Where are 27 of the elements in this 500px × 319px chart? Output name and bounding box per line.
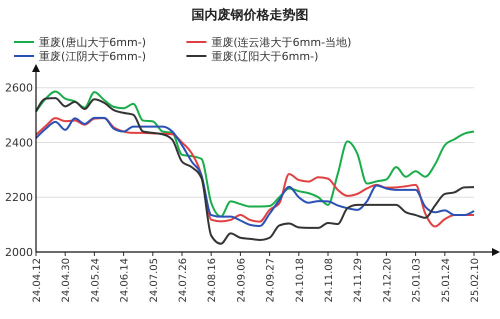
x-tick-label: 25.01.03 <box>412 258 423 303</box>
x-tick-label: 24.11.08 <box>324 258 335 303</box>
y-tick-label: 2000 <box>5 246 33 259</box>
y-tick-label: 2200 <box>5 191 33 204</box>
x-tick-label: 24.11.29 <box>353 258 364 303</box>
y-tick-label: 2400 <box>5 136 33 150</box>
y-tick-label: 2600 <box>5 82 33 95</box>
x-tick-label: 25.01.24 <box>440 258 452 303</box>
x-tick-label: 24.07.26 <box>178 258 189 303</box>
x-tick-label: 24.10.18 <box>294 258 306 303</box>
chart-title: 国内废钢价格走势图 <box>192 7 308 23</box>
x-tick-label: 24.08.16 <box>207 258 218 303</box>
legend-label: 重废(辽阳大于6mm-) <box>211 50 318 63</box>
x-tick-label: 24.09.27 <box>266 258 277 303</box>
legend-label: 重废(连云港大于6mm-当地) <box>211 36 352 49</box>
x-tick-label: 24.04.30 <box>61 258 72 303</box>
x-tick-label: 24.04.12 <box>32 258 43 303</box>
x-tick-label: 24.12.20 <box>382 258 394 303</box>
line-series <box>35 97 475 245</box>
legend-label: 重废(唐山大于6mm-) <box>39 36 146 49</box>
x-tick-label: 24.06.14 <box>120 258 131 303</box>
x-tick-label: 24.09.06 <box>236 258 248 303</box>
x-tick-label: 24.07.05 <box>148 258 160 303</box>
legend-label: 重废(江阴大于6mm-) <box>39 50 146 63</box>
x-tick-label: 25.02.10 <box>470 258 481 303</box>
x-tick-label: 24.05.24 <box>90 258 102 303</box>
line-series <box>35 90 475 218</box>
